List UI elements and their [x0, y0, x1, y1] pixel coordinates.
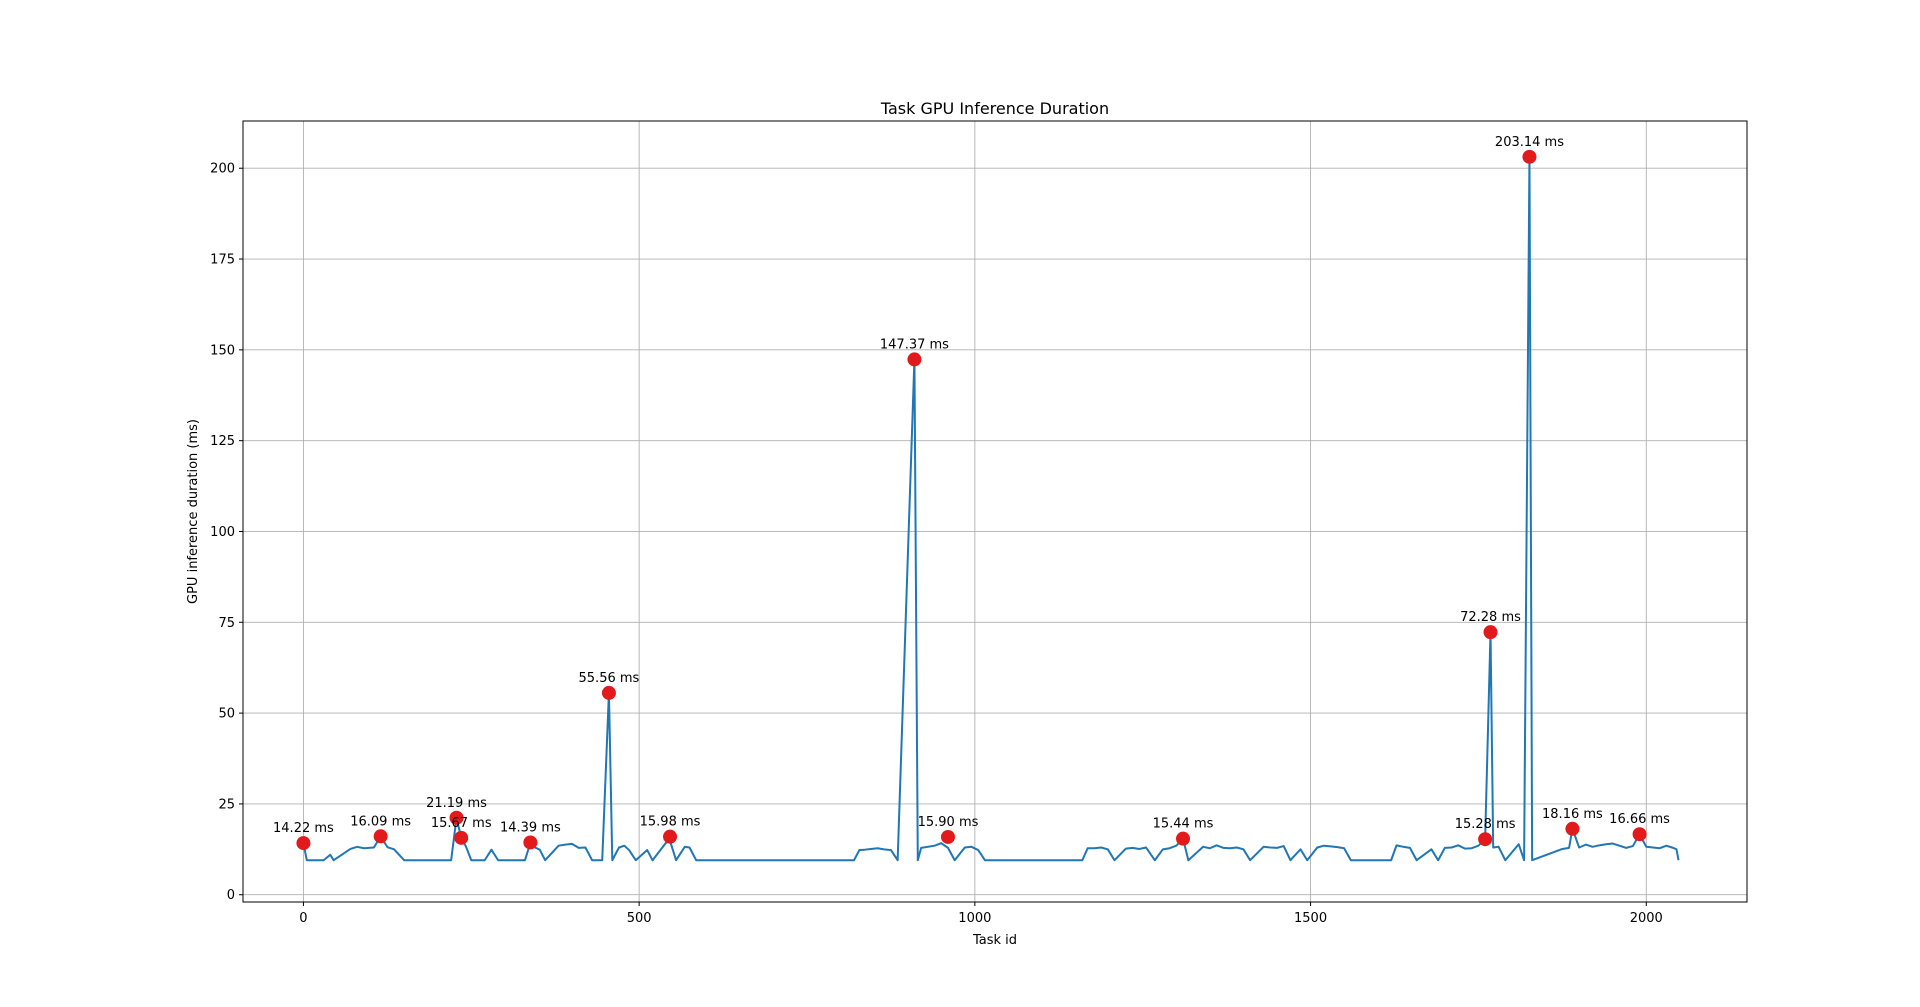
tick-layer: 0 500 1000 1500 2000 0 25 50 75 100 125 150 175 200 [210, 162, 1663, 926]
y-tick-label: 0 [227, 888, 235, 903]
peak-label: 15.98 ms [640, 815, 701, 830]
line-layer [302, 155, 1680, 862]
y-tick-label: 50 [218, 707, 235, 722]
y-tick-label: 75 [218, 616, 235, 631]
peak-marker [601, 685, 616, 700]
peak-label: 203.14 ms [1495, 135, 1564, 150]
y-tick-label: 200 [210, 162, 235, 177]
x-tick-label: 0 [299, 911, 307, 926]
peak-label: 15.90 ms [918, 815, 979, 830]
peak-label: 18.16 ms [1542, 807, 1603, 822]
y-tick-label: 175 [210, 253, 235, 268]
label-layer: 14.22 ms 21.19 ms 55.56 ms 147.37 ms 72.28 m… [273, 135, 1670, 836]
peak-label: 15.67 ms [431, 816, 492, 831]
x-tick-label: 1500 [1294, 911, 1327, 926]
peak-marker [373, 829, 388, 844]
peak-label: 15.44 ms [1153, 817, 1214, 832]
peak-label: 14.22 ms [273, 821, 334, 836]
peak-label: 16.66 ms [1609, 812, 1670, 827]
y-tick-label: 150 [210, 343, 235, 358]
peak-marker [454, 830, 469, 845]
grid-layer [243, 121, 1747, 902]
marker-layer [296, 149, 1647, 851]
chart-title: Task GPU Inference Duration [880, 99, 1109, 118]
peak-label: 55.56 ms [579, 671, 640, 686]
peak-label: 147.37 ms [880, 337, 949, 352]
y-axis-label: GPU inference duration (ms) [186, 419, 201, 604]
peak-label: 21.19 ms [426, 796, 487, 811]
axes-frame [242, 120, 1748, 903]
peak-marker [1478, 832, 1493, 847]
y-tick-label: 125 [210, 434, 235, 449]
y-tick-label: 100 [210, 525, 235, 540]
peak-marker [1632, 827, 1647, 842]
x-tick-label: 2000 [1630, 911, 1663, 926]
peak-label: 72.28 ms [1460, 610, 1521, 625]
y-tick-label: 25 [218, 797, 235, 812]
x-tick-label: 1000 [958, 911, 991, 926]
x-tick-label: 500 [627, 911, 652, 926]
peak-marker [1483, 625, 1498, 640]
peak-marker [907, 352, 922, 367]
peak-marker [1565, 821, 1580, 836]
peak-marker [523, 835, 538, 850]
peak-label: 16.09 ms [350, 814, 411, 829]
peak-marker [663, 829, 678, 844]
peak-marker [941, 829, 955, 844]
series-line [302, 155, 1680, 862]
peak-label: 14.39 ms [500, 820, 561, 835]
peak-marker [1522, 149, 1537, 164]
peak-marker [449, 810, 464, 825]
peak-label: 15.28 ms [1455, 817, 1516, 832]
peak-marker [1176, 831, 1190, 846]
x-axis-label: Task id [972, 933, 1017, 948]
peak-marker [296, 836, 311, 851]
